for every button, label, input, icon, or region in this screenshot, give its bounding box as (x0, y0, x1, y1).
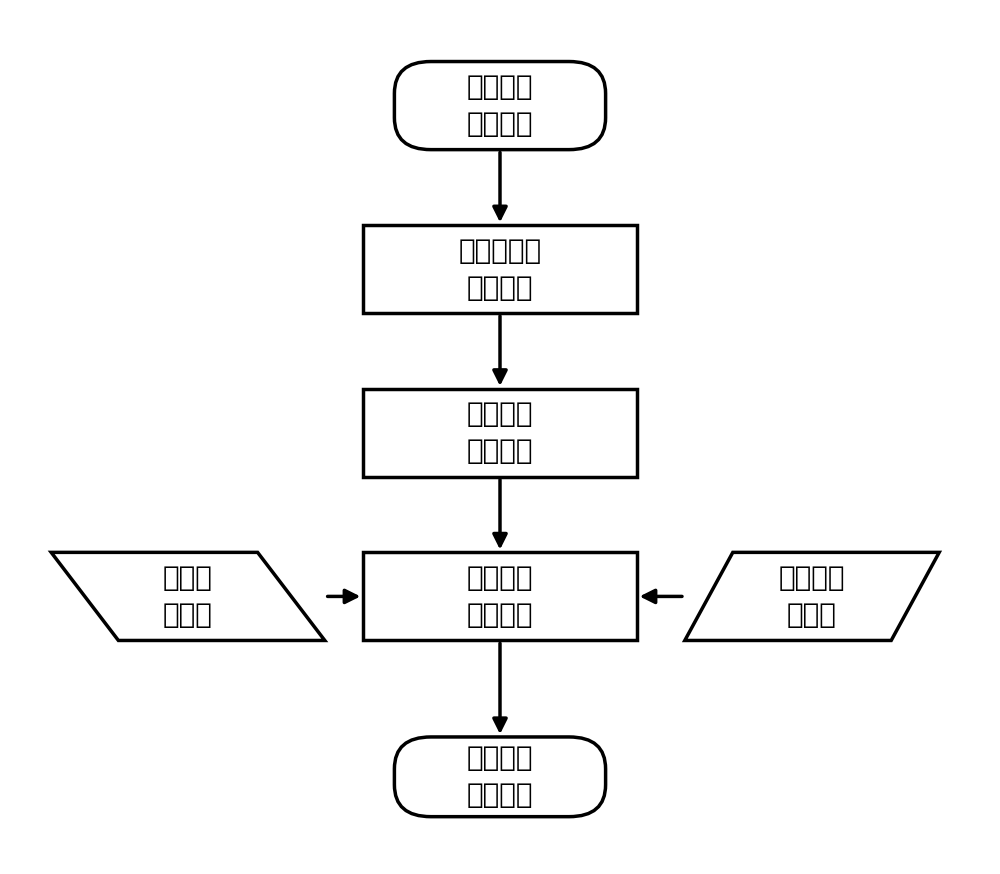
FancyBboxPatch shape (394, 61, 606, 149)
Bar (363, 389, 637, 477)
Bar (363, 552, 637, 641)
Text: 参数设
置规则: 参数设 置规则 (163, 564, 213, 628)
Text: 运行控制
配置结束: 运行控制 配置结束 (467, 745, 533, 809)
FancyBboxPatch shape (394, 737, 606, 816)
Text: 中性束引出
时间设置: 中性束引出 时间设置 (458, 237, 542, 302)
Text: 运行控制
配置开始: 运行控制 配置开始 (467, 73, 533, 138)
Text: 数据操作
方法集: 数据操作 方法集 (779, 564, 845, 628)
Polygon shape (685, 552, 939, 641)
Bar (363, 225, 637, 313)
Text: 系统输出
幅值设置: 系统输出 幅值设置 (467, 400, 533, 465)
Text: 生成实验
设置波形: 生成实验 设置波形 (467, 564, 533, 628)
Polygon shape (51, 552, 325, 641)
